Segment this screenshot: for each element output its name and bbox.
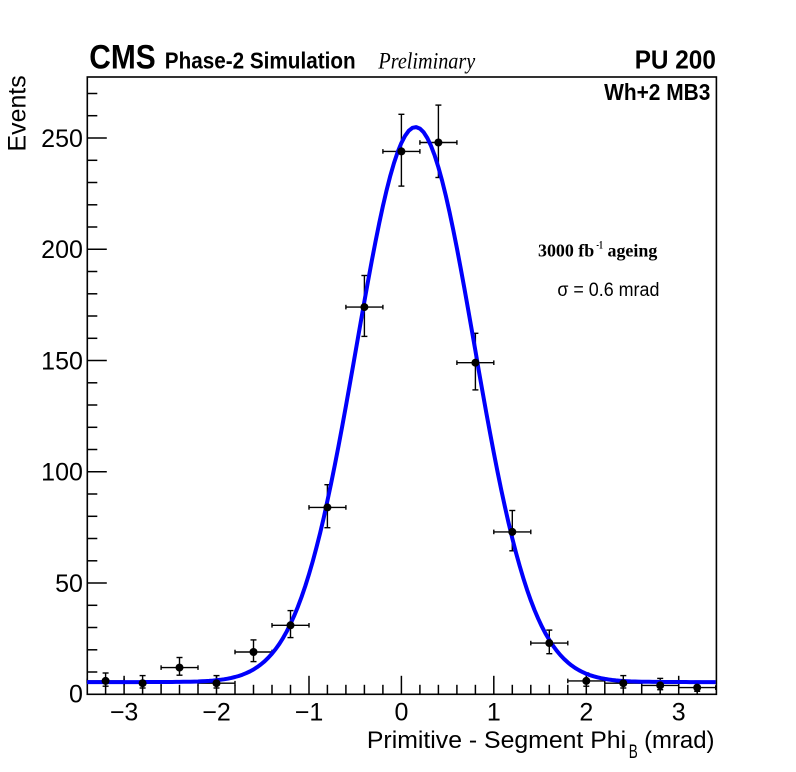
svg-text:PU 200: PU 200: [635, 45, 716, 75]
svg-text:Wh+2 MB3: Wh+2 MB3: [604, 79, 710, 105]
svg-text:200: 200: [41, 236, 83, 264]
svg-text:Primitive - Segment Phi: Primitive - Segment Phi: [367, 727, 626, 754]
svg-text:250: 250: [41, 125, 83, 153]
svg-text:3: 3: [672, 699, 686, 727]
svg-text:−2: −2: [202, 699, 231, 727]
svg-text:50: 50: [55, 570, 83, 598]
svg-text:−1: −1: [295, 699, 324, 727]
svg-text:Preliminary: Preliminary: [378, 48, 476, 73]
svg-text:−3: −3: [110, 699, 139, 727]
svg-text:B: B: [629, 742, 638, 763]
svg-text:Events: Events: [3, 75, 31, 151]
svg-text:0: 0: [69, 681, 83, 709]
svg-text:σ = 0.6 mrad: σ = 0.6 mrad: [557, 280, 659, 301]
svg-text:1: 1: [487, 699, 501, 727]
svg-text:3000 fb: 3000 fb: [538, 240, 594, 260]
svg-text:-1: -1: [596, 238, 602, 252]
svg-text:2: 2: [579, 699, 593, 727]
svg-text:CMS: CMS: [89, 39, 155, 77]
svg-text:(mrad): (mrad): [644, 727, 714, 754]
svg-text:0: 0: [394, 699, 408, 727]
svg-text:Phase-2 Simulation: Phase-2 Simulation: [165, 47, 356, 73]
svg-text:ageing: ageing: [608, 240, 658, 260]
svg-text:100: 100: [41, 459, 83, 487]
svg-text:150: 150: [41, 347, 83, 375]
